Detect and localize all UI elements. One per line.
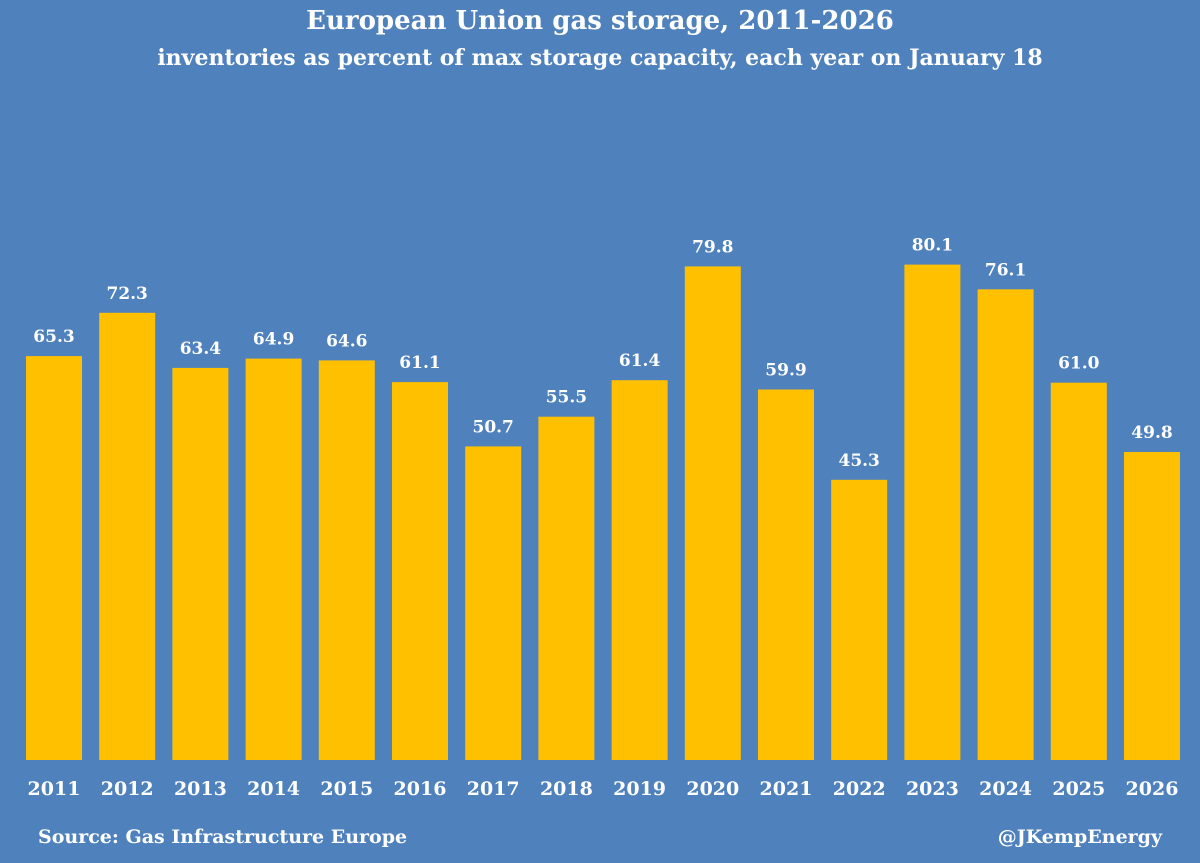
x-tick-label-2022: 2022 — [833, 778, 886, 800]
x-tick-label-2019: 2019 — [613, 778, 666, 800]
value-label-2019: 61.4 — [619, 351, 661, 371]
value-label-2012: 72.3 — [106, 284, 147, 304]
value-label-2014: 64.9 — [253, 330, 294, 350]
value-label-2024: 76.1 — [985, 260, 1026, 280]
x-tick-label-2014: 2014 — [247, 778, 300, 800]
x-tick-label-2021: 2021 — [760, 778, 813, 800]
bar-2017 — [465, 446, 522, 760]
chart-title: European Union gas storage, 2011-2026 — [306, 6, 894, 36]
value-label-2026: 49.8 — [1131, 423, 1172, 443]
x-tick-label-2018: 2018 — [540, 778, 593, 800]
x-tick-label-2025: 2025 — [1052, 778, 1105, 800]
value-label-2023: 80.1 — [912, 236, 953, 256]
bar-2013 — [172, 367, 229, 760]
x-tick-label-2012: 2012 — [101, 778, 154, 800]
bars-group — [26, 264, 1180, 760]
x-tick-label-2015: 2015 — [320, 778, 373, 800]
bar-2014 — [245, 358, 302, 760]
value-label-2018: 55.5 — [546, 388, 587, 408]
value-labels-group: 65.3 72.3 63.4 64.9 64.6 61.1 50.7 55.5 61.4 79.8… — [33, 236, 1172, 471]
bar-2022 — [831, 479, 888, 760]
value-label-2022: 45.3 — [838, 451, 879, 471]
bar-2016 — [392, 382, 448, 760]
x-tick-label-2016: 2016 — [394, 778, 447, 800]
bar-2024 — [977, 289, 1034, 760]
value-label-2015: 64.6 — [326, 331, 367, 351]
x-tick-label-2017: 2017 — [467, 778, 520, 800]
x-tick-label-2011: 2011 — [28, 778, 81, 800]
bar-2020 — [684, 266, 741, 760]
x-tick-label-2026: 2026 — [1126, 778, 1179, 800]
value-label-2025: 61.0 — [1058, 354, 1100, 374]
value-label-2013: 63.4 — [180, 339, 222, 359]
chart-subtitle: inventories as percent of max storage ca… — [157, 45, 1043, 71]
bar-2019 — [611, 380, 668, 760]
x-tick-labels-group: 2011 2012 2013 2014 2015 2016 2017 2018 2019 2020… — [28, 778, 1179, 800]
value-label-2016: 61.1 — [399, 353, 440, 373]
x-tick-label-2023: 2023 — [906, 778, 959, 800]
bar-2015 — [318, 360, 375, 760]
bar-2021 — [758, 389, 814, 760]
value-label-2020: 79.8 — [692, 237, 733, 257]
source-note: Source: Gas Infrastructure Europe — [38, 826, 408, 848]
value-label-2017: 50.7 — [472, 417, 513, 437]
x-tick-label-2020: 2020 — [686, 778, 739, 800]
x-tick-label-2024: 2024 — [979, 778, 1032, 800]
bar-2011 — [26, 356, 82, 760]
bar-2025 — [1050, 382, 1107, 760]
value-label-2011: 65.3 — [33, 327, 74, 347]
value-label-2021: 59.9 — [765, 361, 806, 381]
bar-2018 — [538, 416, 595, 760]
bar-2023 — [904, 264, 961, 760]
bar-2026 — [1124, 452, 1180, 760]
x-tick-label-2013: 2013 — [174, 778, 227, 800]
bar-2012 — [99, 312, 156, 760]
author-credit: @JKempEnergy — [997, 826, 1162, 848]
